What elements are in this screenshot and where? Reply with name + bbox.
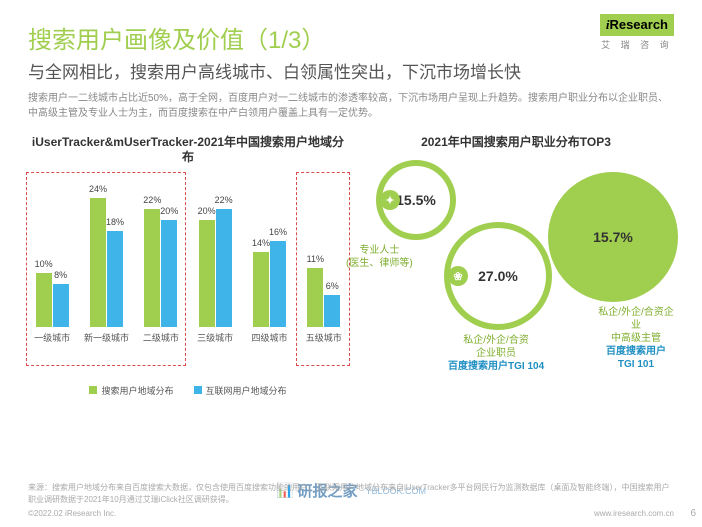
category-label: 四级城市	[251, 331, 287, 344]
bar-group: 10%8%一级城市	[28, 177, 76, 344]
bar-chart-title: iUserTracker&mUserTracker-2021年中国搜索用户地域分…	[28, 135, 348, 166]
category-label: 三级城市	[197, 331, 233, 344]
page-subtitle: 与全网相比，搜索用户高线城市、白领属性突出，下沉市场增长快	[28, 61, 674, 85]
bar-series-b: 8%	[53, 284, 69, 327]
bar-pair: 11%6%	[300, 177, 348, 327]
footer-copy-row: ©2022.02 iResearch Inc. www.iresearch.co…	[28, 508, 674, 519]
bar-value-label: 14%	[252, 238, 270, 248]
bubble-value: 15.5%	[396, 192, 436, 208]
bar-group: 20%22%三级城市	[191, 177, 239, 344]
bar-series-a: 24%	[90, 198, 106, 327]
bar-group: 11%6%五级城市	[300, 177, 348, 344]
legend-item-b: 互联网用户地域分布	[194, 384, 287, 397]
bar-chart-panel: iUserTracker&mUserTracker-2021年中国搜索用户地域分…	[28, 135, 348, 399]
bar-pair: 22%20%	[137, 177, 185, 327]
bar-value-label: 11%	[307, 254, 324, 264]
bubble-b2: 27.0% ❀	[444, 222, 552, 330]
bar-group: 24%18%新一级城市	[82, 177, 130, 344]
legend-label-b: 互联网用户地域分布	[206, 384, 287, 397]
bar-pair: 24%18%	[82, 177, 130, 327]
bar-series-a: 22%	[144, 209, 160, 327]
footer-url: www.iresearch.com.cn	[594, 508, 674, 519]
content-row: iUserTracker&mUserTracker-2021年中国搜索用户地域分…	[28, 135, 674, 399]
legend-label-a: 搜索用户地域分布	[101, 384, 173, 397]
footer: 来源：搜索用户地域分布来自百度搜索大数据，仅包含使用百度搜索功能的用户；互联网用…	[28, 482, 674, 519]
slide: iResearch 艾 瑞 咨 询 搜索用户画像及价值（1/3） 与全网相比，搜…	[0, 0, 702, 527]
bar-pair: 20%22%	[191, 177, 239, 327]
bubble-label: 专业人士(医生、律师等)	[346, 244, 413, 270]
iresearch-logo: iResearch 艾 瑞 咨 询	[600, 14, 674, 51]
bubble-icon: ❀	[448, 266, 468, 286]
bar-value-label: 6%	[326, 281, 339, 291]
bar-value-label: 20%	[160, 206, 178, 216]
bar-series-a: 10%	[36, 273, 52, 327]
bubble-chart-title: 2021年中国搜索用户职业分布TOP3	[358, 135, 674, 151]
logo-subtitle: 艾 瑞 咨 询	[600, 38, 674, 51]
bubble-value: 15.7%	[593, 229, 633, 245]
bar-pair: 10%8%	[28, 177, 76, 327]
bar-value-label: 22%	[215, 195, 233, 205]
footer-source: 来源：搜索用户地域分布来自百度搜索大数据，仅包含使用百度搜索功能的用户；互联网用…	[28, 482, 674, 504]
bar-group: 22%20%二级城市	[137, 177, 185, 344]
bar-value-label: 18%	[106, 217, 124, 227]
bar-series-a: 11%	[307, 268, 323, 327]
bubble-value: 27.0%	[478, 268, 518, 284]
bar-chart: 10%8%一级城市24%18%新一级城市22%20%二级城市20%22%三级城市…	[28, 174, 348, 374]
bar-group: 14%16%四级城市	[245, 177, 293, 344]
bubble-icon: ✦	[380, 190, 400, 210]
bar-series-b: 22%	[216, 209, 232, 327]
logo-text: Research	[609, 17, 668, 32]
chart-groups: 10%8%一级城市24%18%新一级城市22%20%二级城市20%22%三级城市…	[28, 174, 348, 344]
bar-pair: 14%16%	[245, 177, 293, 327]
bar-series-b: 18%	[107, 231, 123, 327]
bubble-b1: 15.5%✦	[376, 160, 456, 240]
bar-value-label: 10%	[35, 259, 53, 269]
category-label: 新一级城市	[84, 331, 129, 344]
bar-series-b: 6%	[324, 295, 340, 327]
logo-box: iResearch	[600, 14, 674, 36]
bubble-chart: 15.5%✦专业人士(医生、律师等)27.0%❀私企/外企/合资企业职员百度搜索…	[358, 158, 674, 398]
bar-value-label: 8%	[54, 270, 67, 280]
bar-value-label: 24%	[89, 184, 107, 194]
page-title: 搜索用户画像及价值（1/3）	[28, 20, 674, 55]
category-label: 五级城市	[306, 331, 342, 344]
page-number: 6	[690, 508, 696, 519]
bubble-panel: 2021年中国搜索用户职业分布TOP3 15.5%✦专业人士(医生、律师等)27…	[358, 135, 674, 399]
chart-legend: 搜索用户地域分布 互联网用户地域分布	[28, 384, 348, 397]
bar-value-label: 16%	[269, 227, 287, 237]
footer-copyright: ©2022.02 iResearch Inc.	[28, 508, 116, 519]
category-label: 二级城市	[143, 331, 179, 344]
bar-value-label: 20%	[198, 206, 216, 216]
bubble-label: 私企/外企/合资企业职员百度搜索用户TGI 104	[448, 334, 544, 373]
bar-series-a: 14%	[253, 252, 269, 327]
legend-swatch-b	[194, 386, 202, 394]
bar-series-a: 20%	[199, 220, 215, 327]
bubble-b3: 15.7%	[548, 172, 678, 302]
legend-swatch-a	[89, 386, 97, 394]
bar-value-label: 22%	[143, 195, 161, 205]
bar-series-b: 16%	[270, 241, 286, 327]
page-description: 搜索用户一二线城市占比近50%，高于全网，百度用户对一二线城市的渗透率较高，下沉…	[28, 91, 674, 121]
bar-series-b: 20%	[161, 220, 177, 327]
bubble-label: 私企/外企/合资企业中高级主管百度搜索用户TGI 101	[598, 306, 674, 371]
legend-item-a: 搜索用户地域分布	[89, 384, 173, 397]
category-label: 一级城市	[34, 331, 70, 344]
